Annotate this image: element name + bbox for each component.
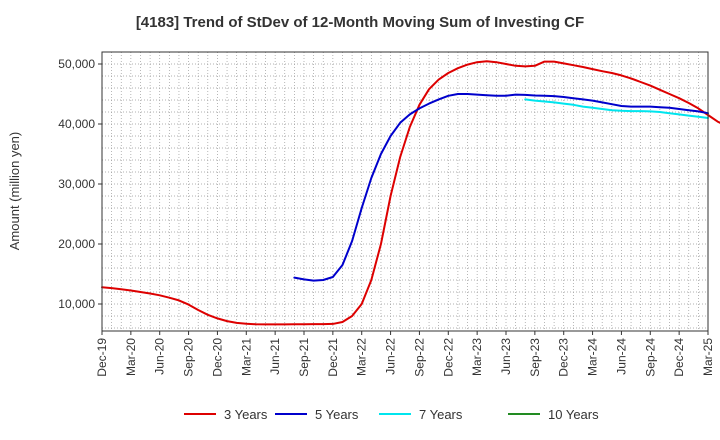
x-tick-label: Dec-19 — [95, 338, 109, 377]
x-tick-label: Dec-24 — [672, 338, 686, 377]
series-line-7-years — [524, 98, 709, 119]
x-tick-label: Dec-23 — [557, 338, 571, 377]
x-tick-label: Sep-24 — [643, 338, 657, 377]
legend-label: 5 Years — [315, 407, 359, 422]
legend: 3 Years 5 Years 7 Years 10 Years — [184, 407, 599, 422]
x-tick-label: Mar-20 — [124, 338, 138, 376]
x-tick-label: Jun-24 — [614, 338, 628, 375]
x-tick-label: Mar-22 — [355, 338, 369, 376]
series-line-5-years — [293, 93, 709, 282]
y-tick-label: 30,000 — [58, 177, 95, 191]
x-tick-label: Sep-23 — [528, 338, 542, 377]
x-tick-label: Mar-25 — [701, 338, 715, 376]
plot-area — [102, 52, 708, 331]
x-tick-label: Sep-22 — [412, 338, 426, 377]
grid-lines — [102, 52, 708, 331]
x-tick-label: Jun-23 — [499, 338, 513, 375]
x-tick-label: Dec-21 — [326, 338, 340, 377]
x-tick-label: Jun-22 — [384, 338, 398, 375]
y-tick-label: 40,000 — [58, 117, 95, 131]
legend-label: 10 Years — [548, 407, 599, 422]
legend-label: 3 Years — [224, 407, 268, 422]
x-axis: Dec-19 Mar-20 Jun-20 Sep-20 Dec-20 Mar-21 Jun-… — [95, 331, 715, 377]
series-line-3-years — [101, 60, 720, 326]
y-tick-label: 20,000 — [58, 237, 95, 251]
legend-label: 7 Years — [419, 407, 463, 422]
plot-frame — [101, 51, 709, 332]
series-lines — [101, 60, 720, 326]
x-tick-label: Sep-20 — [182, 338, 196, 377]
y-tick-label: 10,000 — [58, 297, 95, 311]
x-tick-label: Jun-21 — [268, 338, 282, 375]
y-axis: 10,000 20,000 30,000 40,000 50,000 — [58, 57, 102, 311]
x-tick-label: Dec-20 — [210, 338, 224, 377]
x-tick-label: Mar-23 — [470, 338, 484, 376]
x-tick-label: Mar-21 — [239, 338, 253, 376]
y-axis-label: Amount (million yen) — [7, 132, 22, 251]
x-tick-label: Dec-22 — [441, 338, 455, 377]
y-tick-label: 50,000 — [58, 57, 95, 71]
x-tick-label: Mar-24 — [586, 338, 600, 376]
x-tick-label: Sep-21 — [297, 338, 311, 377]
x-tick-label: Jun-20 — [153, 338, 167, 375]
chart-title: [4183] Trend of StDev of 12-Month Moving… — [136, 14, 584, 31]
